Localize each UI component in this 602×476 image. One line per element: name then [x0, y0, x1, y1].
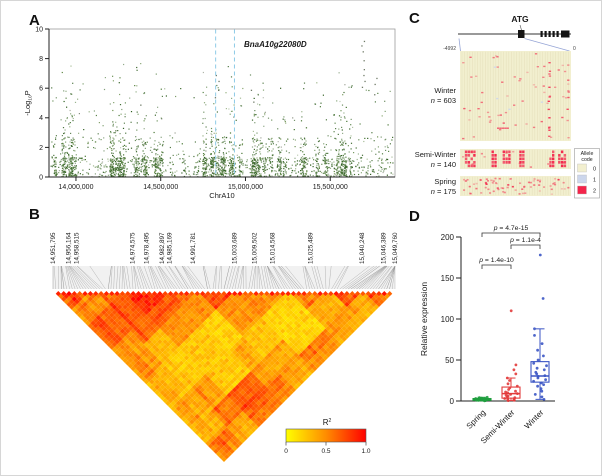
marker-position-label: 14,974,575 [130, 232, 137, 264]
panel-d-y-tick-label: 50 [445, 356, 454, 365]
marker-position-label: 14,951,795 [50, 232, 57, 264]
allele-code-swatch [577, 174, 587, 184]
allele-legend-title-line1: Allele [581, 151, 594, 157]
p-value-label: p = 1.4e-10 [478, 257, 514, 264]
group-name-label: Spring [434, 177, 456, 186]
panel-d-boxplot: D Relative expression 0 50 100 150 200 Spring… [409, 208, 555, 446]
marker-position-label: 15,040,248 [359, 232, 366, 264]
marker-position-label: 15,003,689 [231, 232, 238, 264]
r2-legend-tick-label: 0.5 [321, 448, 330, 455]
panel-d-label: D [409, 208, 420, 225]
atg-label: ATG [511, 14, 529, 24]
marker-position-label: 14,958,515 [74, 232, 81, 264]
marker-position-labels: 14,951,795 14,956,164 14,958,515 14,974,575… [50, 232, 399, 264]
panel-a-y-tick-label: 4 [39, 115, 43, 122]
r2-legend-tick-label: 1.0 [361, 448, 370, 455]
allele-code-swatch [577, 163, 587, 173]
panel-d-category-label: Winter [523, 408, 546, 431]
gene-model [458, 24, 571, 52]
allele-code-legend-items: 0 1 2 [577, 163, 596, 195]
allele-code-value: 0 [593, 166, 596, 172]
marker-position-label: 14,982,897 [159, 232, 166, 264]
spring-haplotype-block [460, 176, 571, 196]
panel-d-y-tick-label: 100 [441, 315, 455, 324]
marker-fan-band [52, 265, 396, 290]
panel-a-y-tick-label: 10 [35, 26, 43, 33]
r2-legend-tick-label: 0 [284, 448, 288, 455]
promoter-right-coordinate: 0 [573, 46, 576, 52]
panel-a-y-tick-label: 2 [39, 145, 43, 152]
panel-a-x-tick-label: 15,000,000 [228, 184, 263, 191]
panel-a-y-tick-label: 6 [39, 86, 43, 93]
panel-a-label: A [29, 12, 40, 29]
p-value-label: p = 1.1e-4 [509, 237, 541, 244]
panel-c-label: C [409, 10, 420, 27]
winter-haplotype-block [460, 51, 571, 141]
allele-code-swatch [577, 185, 587, 195]
gene-annotation-label: BnaA10g22080D [244, 40, 307, 49]
panel-d-y-axis-title: Relative expression [419, 282, 429, 356]
allele-legend-title-line2: code [581, 157, 592, 163]
group-name-label: Semi-Winter [415, 150, 457, 159]
panel-a-x-tick-label: 15,500,000 [313, 184, 348, 191]
allele-code-value: 1 [593, 177, 596, 183]
semi-winter-haplotype-block [460, 149, 571, 169]
panel-a-manhattan-plot: A -Log10P ChrA10 BnaA10g22080D 0 2 4 6 8 10 14… [23, 12, 396, 200]
allele-code-value: 2 [593, 188, 596, 194]
marker-position-label: 14,985,169 [167, 232, 174, 264]
significance-brackets: p = 4.7e-15 p = 1.1e-4 p = 1.4e-10 [478, 225, 541, 269]
group-name-label: Winter [434, 86, 456, 95]
panel-d-category-label: Spring [465, 408, 488, 431]
panel-b-label: B [29, 206, 40, 223]
panel-a-y-tick-label: 0 [39, 174, 43, 181]
marker-position-label: 14,978,495 [143, 232, 150, 264]
promoter-left-coordinate: -4992 [443, 46, 456, 52]
group-n-label: n = 140 [431, 160, 456, 169]
ld-triangle-heatmap [55, 291, 393, 462]
panel-a-x-tick-label: 14,500,000 [143, 184, 178, 191]
panel-a-axes: 0 2 4 6 8 10 14,000,000 14,500,000 15,000,000 15,… [35, 26, 396, 191]
r2-colorbar [285, 428, 367, 443]
panel-a-y-axis-title: -Log10P [23, 90, 34, 115]
candidate-region-lines [215, 29, 235, 177]
r2-legend-ticks: 0 0.5 1.0 [284, 442, 371, 455]
panel-a-x-axis-title: ChrA10 [209, 191, 234, 200]
marker-position-label: 15,014,568 [269, 232, 276, 264]
marker-position-label: 15,025,489 [308, 232, 315, 264]
marker-position-label: 14,991,781 [190, 232, 197, 264]
group-n-label: n = 175 [431, 187, 456, 196]
panel-d-y-tick-label: 150 [441, 274, 455, 283]
marker-position-label: 15,049,760 [392, 232, 399, 264]
r2-legend-title: R2 [323, 418, 332, 427]
panel-a-x-tick-label: 14,000,000 [58, 184, 93, 191]
manhattan-points [50, 40, 394, 178]
marker-position-label: 14,956,164 [66, 232, 73, 264]
boxplot-winter [530, 253, 550, 401]
panel-d-y-tick-label: 0 [450, 397, 455, 406]
p-value-label: p = 4.7e-15 [493, 225, 529, 232]
boxplot-semi-winter [501, 309, 521, 402]
panel-d-y-tick-label: 200 [441, 233, 455, 242]
group-n-label: n = 603 [431, 96, 456, 105]
marker-position-label: 15,046,389 [380, 232, 387, 264]
marker-position-label: 15,009,502 [252, 232, 259, 264]
boxplot-spring [472, 395, 492, 403]
panel-a-y-tick-label: 8 [39, 56, 43, 63]
panel-b-ld-heatmap: B R2 14,951,795 14,956,164 14,958,515 14,97… [29, 206, 399, 462]
